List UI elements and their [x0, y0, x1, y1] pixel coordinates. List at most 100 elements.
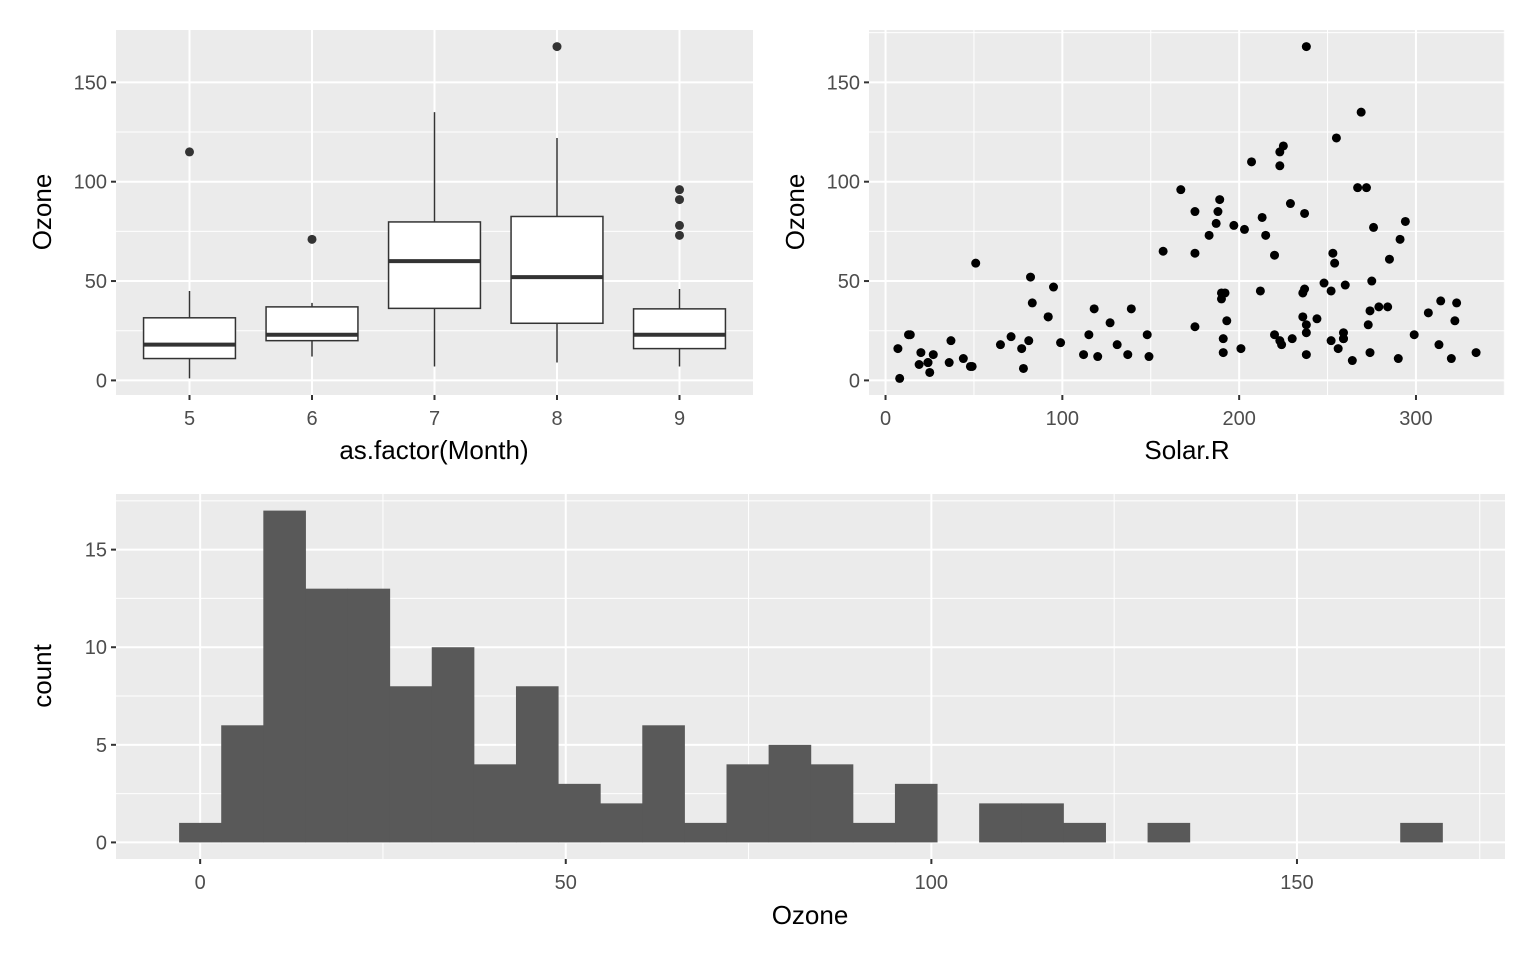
scatter-point [1236, 344, 1246, 354]
scatter-point [1144, 352, 1154, 362]
scatter-point [1255, 286, 1265, 296]
scatter-point [1123, 350, 1133, 360]
scatter-point [1176, 185, 1186, 195]
histogram-bar [684, 822, 728, 843]
boxplot-panel: 0 50 100 150 5 6 7 8 9 [74, 30, 753, 430]
scatter-point [1204, 230, 1214, 240]
histogram-bar [431, 647, 475, 843]
scatter-point [1361, 183, 1371, 193]
box-iqr [387, 221, 482, 310]
scatter-point [1328, 248, 1338, 258]
x-tick-label: 5 [184, 408, 195, 430]
scatter-point [1374, 302, 1384, 312]
scatter-point [1300, 284, 1310, 294]
scatter-point [1089, 304, 1099, 314]
y-tick-label: 50 [838, 271, 860, 293]
scatter-point [1369, 222, 1379, 232]
outlier-point [552, 42, 562, 52]
scatter-point [971, 258, 981, 268]
scatter-point [1287, 334, 1297, 344]
x-tick-label: 8 [551, 408, 562, 430]
scatter-y-title: Ozone [780, 174, 810, 251]
scatter-point [1326, 286, 1336, 296]
scatter-point [1018, 363, 1028, 373]
y-tick-label: 5 [96, 735, 107, 757]
scatter-point [946, 336, 956, 346]
y-tick-label: 150 [827, 72, 860, 94]
scatter-point [967, 361, 977, 371]
scatter-point [1340, 280, 1350, 290]
scatter-point [928, 350, 938, 360]
scatter-point [1365, 306, 1375, 316]
x-tick-label: 300 [1399, 408, 1432, 430]
histogram-bar [263, 510, 306, 843]
scatter-x-title: Solar.R [1144, 435, 1229, 465]
x-tick-label: 0 [195, 872, 206, 894]
scatter-point [958, 354, 968, 364]
box-5 [142, 147, 237, 379]
histogram-bar [979, 803, 1022, 843]
scatter-point [905, 330, 915, 340]
scatter-point [1270, 250, 1280, 260]
histogram-bar [347, 588, 391, 843]
scatter-point [1084, 330, 1094, 340]
scatter-point [1446, 354, 1456, 364]
x-tick-label: 7 [429, 408, 440, 430]
scatter-point [925, 367, 935, 377]
scatter-point [1093, 352, 1103, 362]
histogram-y-title: count [27, 643, 57, 707]
scatter-point [1261, 230, 1271, 240]
histogram-bar [389, 686, 433, 843]
histogram-bar [1400, 822, 1443, 843]
x-tick-label: 0 [880, 408, 891, 430]
box-7 [387, 112, 482, 367]
box-iqr [510, 215, 604, 325]
outlier-point [185, 147, 194, 157]
histogram-bar [852, 822, 896, 843]
outlier-point [307, 234, 317, 244]
boxplot-x-title: as.factor(Month) [339, 435, 528, 465]
scatter-point [1285, 199, 1295, 209]
histogram-bar [1063, 822, 1106, 843]
box-iqr [142, 317, 237, 360]
scatter-point [1006, 332, 1016, 342]
scatter-point [1338, 334, 1348, 344]
scatter-point [1347, 356, 1357, 366]
histogram-bar [768, 744, 812, 843]
scatter-point [1027, 298, 1037, 308]
scatter-point [1105, 318, 1115, 328]
histogram-x-title: Ozone [772, 900, 849, 930]
x-tick-label: 200 [1222, 408, 1255, 430]
y-tick-label: 100 [827, 172, 860, 194]
scatter-point [1365, 348, 1375, 358]
histogram-bar [600, 803, 643, 843]
histogram-bar [810, 764, 854, 843]
scatter-point [1043, 312, 1053, 322]
box-8 [510, 42, 604, 363]
scatter-point [1383, 302, 1393, 312]
y-tick-label: 0 [96, 370, 107, 392]
scatter-point [1300, 208, 1310, 218]
scatter-point [1409, 330, 1419, 340]
scatter-point [1211, 218, 1221, 228]
scatter-point [1331, 133, 1341, 143]
scatter-point [1356, 107, 1366, 117]
scatter-point [1450, 316, 1460, 326]
panel-background [869, 30, 1505, 395]
scatter-point [1278, 141, 1288, 151]
box-6 [265, 234, 359, 357]
outlier-point [675, 185, 684, 195]
y-tick-label: 50 [85, 271, 107, 293]
x-tick-label: 6 [306, 408, 317, 430]
scatter-point [923, 358, 933, 368]
histogram-bar [642, 725, 685, 843]
scatter-point [1257, 212, 1267, 222]
histogram-bar [726, 764, 770, 843]
scatter-point [1452, 298, 1462, 308]
box-9 [632, 185, 727, 367]
scatter-point [1056, 338, 1066, 348]
histogram-bar [1021, 803, 1064, 843]
scatter-point [1270, 330, 1280, 340]
histogram-bar [558, 783, 601, 843]
